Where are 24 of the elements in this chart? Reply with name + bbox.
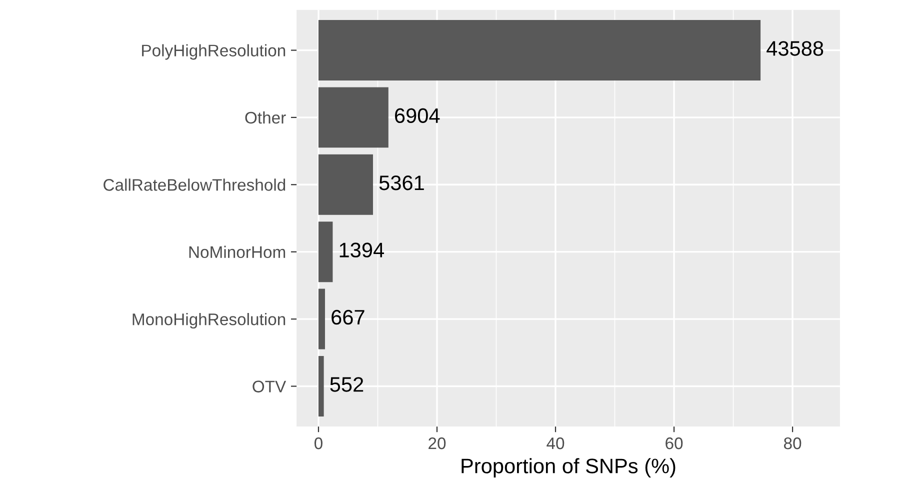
x-tick-label: 60 [666,437,683,450]
annotation: 43588 [766,41,824,56]
y-tick-label: Other [245,111,286,124]
annotation: 552 [330,377,364,392]
y-tick-label: MonoHighResolution [132,313,286,329]
annotation: 667 [332,310,364,325]
bar [318,154,374,215]
x-tick-label: 20 [428,437,446,450]
x-axis-title: Proportion of SNPs (%) [462,458,676,478]
y-tick-label: PolyHighResolution [142,44,286,60]
annotation: 5361 [379,175,424,190]
x-tick-label: 0 [314,437,322,450]
bar [318,288,326,350]
x-tick-label: 80 [784,437,802,450]
bar [318,356,324,416]
y-tick-label: OTV [252,380,286,392]
annotation: 1394 [340,242,384,258]
bar [318,222,333,282]
annotation: 6904 [395,108,440,124]
y-tick-label: NoMinorHom [189,246,286,258]
y-tick-label: CallRateBelowThreshold [104,178,286,191]
bar [318,20,761,80]
x-tick-label: 40 [546,437,564,450]
bar [318,87,388,148]
